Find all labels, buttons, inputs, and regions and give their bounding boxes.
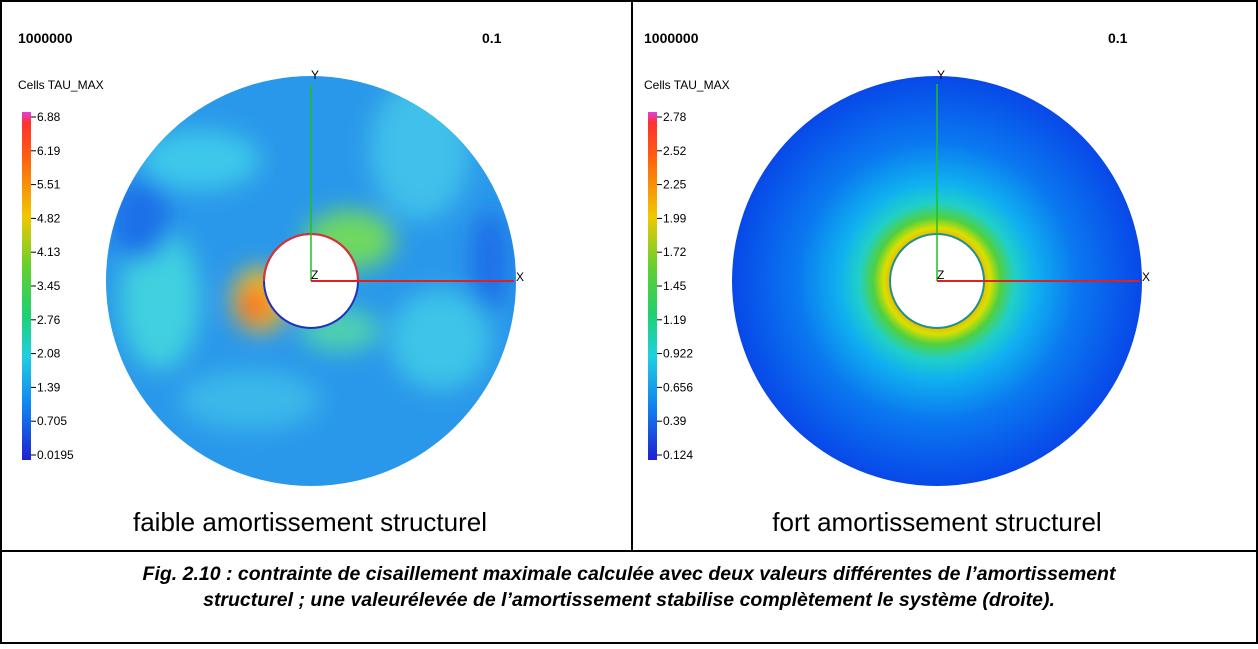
axis-label: Z <box>937 268 944 282</box>
colorbar-label: 2.52 <box>663 144 687 158</box>
colorbar-label: 1.72 <box>663 245 687 259</box>
panel-caption: fort amortissement structurel <box>772 507 1101 537</box>
colorbar-label: 4.13 <box>37 245 61 259</box>
legend-title: Cells TAU_MAX <box>644 78 730 92</box>
colorbar-label: 2.08 <box>37 347 61 361</box>
colorbar-label: 0.922 <box>663 347 693 361</box>
axis-label: Y <box>311 68 319 82</box>
colorbar <box>22 112 31 460</box>
axis-label: Z <box>311 268 318 282</box>
time-label: 0.1 <box>1108 30 1128 46</box>
time-label: 0.1 <box>482 30 502 46</box>
colorbar-label: 1.19 <box>663 313 687 327</box>
colorbar-label: 6.88 <box>37 110 61 124</box>
colorbar-label: 3.45 <box>37 279 61 293</box>
colorbar-label: 6.19 <box>37 144 61 158</box>
colorbar-label: 1.39 <box>37 380 61 394</box>
stress-field <box>106 76 516 486</box>
colorbar-label: 0.0195 <box>37 448 74 462</box>
colorbar-label: 1.99 <box>663 211 687 225</box>
colorbar-label: 0.656 <box>663 380 693 394</box>
colorbar-label: 0.124 <box>663 448 693 462</box>
axis-label: X <box>1142 270 1150 284</box>
colorbar-label: 2.25 <box>663 178 687 192</box>
colorbar-label: 4.82 <box>37 211 61 225</box>
figure-caption: Fig. 2.10 : contrainte de cisaillement m… <box>143 563 1117 585</box>
colorbar-label: 1.45 <box>663 279 687 293</box>
colorbar-label: 0.39 <box>663 414 687 428</box>
axis-label: Y <box>937 68 945 82</box>
step-label: 1000000 <box>18 30 73 46</box>
colorbar-label: 2.76 <box>37 313 61 327</box>
colorbar-label: 2.78 <box>663 110 687 124</box>
figure-caption: structurel ; une valeurélevée de l’amort… <box>203 589 1055 611</box>
legend-title: Cells TAU_MAX <box>18 78 104 92</box>
panel-caption: faible amortissement structurel <box>133 507 487 537</box>
step-label: 1000000 <box>644 30 699 46</box>
axis-label: X <box>516 270 524 284</box>
colorbar-label: 5.51 <box>37 178 61 192</box>
colorbar-label: 0.705 <box>37 414 67 428</box>
colorbar <box>648 112 657 460</box>
